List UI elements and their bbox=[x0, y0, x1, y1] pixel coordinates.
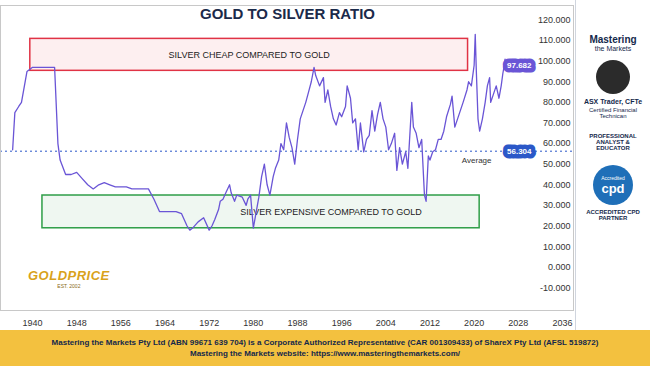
html-text:PROFESSIONAL ANALYST & EDUCATO: PROFESSIONAL ANALYST & EDUCATOR bbox=[589, 133, 637, 151]
svg-text:0.000: 0.000 bbox=[548, 262, 571, 272]
svg-text:2028: 2028 bbox=[508, 318, 528, 328]
html-text:ASX Trader, CFTe: ASX Trader, CFTe bbox=[583, 98, 643, 105]
html-text:GOLD TO SILVER RATIO: GOLD TO SILVER RATIO bbox=[200, 5, 375, 22]
svg-text:40.000: 40.000 bbox=[543, 180, 571, 190]
svg-text:Average: Average bbox=[462, 156, 492, 165]
svg-text:2020: 2020 bbox=[464, 318, 484, 328]
html-text:Certified Financial Technican: Certified Financial Technican bbox=[589, 107, 637, 119]
svg-text:50.000: 50.000 bbox=[543, 159, 571, 169]
html-text:Accredited: Accredited bbox=[601, 174, 625, 181]
html-text:EST. 2002: EST. 2002 bbox=[57, 283, 81, 289]
svg-text:56.304: 56.304 bbox=[507, 147, 532, 156]
svg-text:20.000: 20.000 bbox=[543, 221, 571, 231]
html-text:the Markets: the Markets bbox=[594, 45, 632, 52]
html-text:Mastering: Mastering bbox=[589, 34, 637, 45]
svg-text:SILVER CHEAP COMPARED TO GOLD: SILVER CHEAP COMPARED TO GOLD bbox=[169, 50, 331, 60]
svg-text:1956: 1956 bbox=[111, 318, 131, 328]
svg-text:100.000: 100.000 bbox=[538, 56, 571, 66]
svg-text:1940: 1940 bbox=[23, 318, 43, 328]
svg-text:2004: 2004 bbox=[376, 318, 396, 328]
svg-text:80.000: 80.000 bbox=[543, 97, 571, 107]
svg-text:120.000: 120.000 bbox=[538, 15, 571, 25]
svg-text:1988: 1988 bbox=[287, 318, 307, 328]
svg-text:SILVER EXPENSIVE COMPARED TO G: SILVER EXPENSIVE COMPARED TO GOLD bbox=[240, 207, 422, 217]
svg-text:30.000: 30.000 bbox=[543, 200, 571, 210]
html-text:cpd: cpd bbox=[601, 180, 625, 196]
html-text:GOLDPRICE: GOLDPRICE bbox=[28, 268, 110, 283]
html-text:ACCREDITED CPD PARTNER: ACCREDITED CPD PARTNER bbox=[586, 209, 640, 221]
svg-text:60.000: 60.000 bbox=[543, 138, 571, 148]
svg-text:110.000: 110.000 bbox=[539, 35, 571, 45]
svg-text:2012: 2012 bbox=[420, 318, 440, 328]
html-text:Mastering the Markets Pty Ltd: Mastering the Markets Pty Ltd (ABN 99671… bbox=[51, 338, 599, 347]
svg-text:-10.000: -10.000 bbox=[540, 283, 571, 293]
svg-text:10.000: 10.000 bbox=[543, 241, 571, 251]
html-text:Mastering the Markets website:: Mastering the Markets website: https://w… bbox=[190, 349, 460, 358]
svg-text:1972: 1972 bbox=[199, 318, 219, 328]
svg-text:90.000: 90.000 bbox=[543, 77, 571, 87]
svg-text:70.000: 70.000 bbox=[543, 118, 571, 128]
svg-text:2036: 2036 bbox=[552, 318, 572, 328]
svg-text:1948: 1948 bbox=[67, 318, 87, 328]
svg-text:1964: 1964 bbox=[155, 318, 175, 328]
svg-text:1980: 1980 bbox=[243, 318, 263, 328]
svg-text:1996: 1996 bbox=[332, 318, 352, 328]
svg-text:97.682: 97.682 bbox=[507, 61, 532, 70]
